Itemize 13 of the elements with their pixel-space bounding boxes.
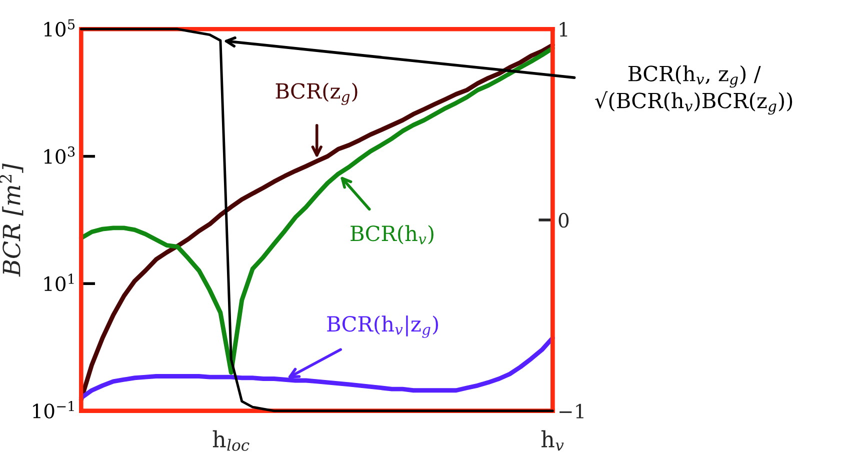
series-label: BCR(z$_{g}$)	[276, 82, 358, 106]
x-tick-label: h$_{v}$	[541, 430, 564, 451]
y-tick-label: 10$^{3}$	[44, 146, 75, 164]
y2-tick-label: 1	[560, 22, 568, 36]
text: BCR(h$_{v}$|z$_{g}$)	[327, 316, 438, 338]
y2-tick-label: 0	[558, 212, 569, 228]
y-tick-label: 10$^{−1}$	[33, 400, 74, 418]
x-tick-label: h$_{loc}$	[212, 430, 250, 451]
y-tick-label: 10$^{1}$	[44, 274, 74, 292]
y2-tick-label: −1	[560, 404, 584, 418]
legend-label: BCR(h$_{v}$)	[350, 225, 434, 244]
text: BCR(h$_{v}$, z$_{g}$) / √(BCR(h$_{v}$)BCR(z$_{g}$))	[595, 65, 792, 115]
y-tick-label: 10$^{5}$	[44, 19, 75, 37]
